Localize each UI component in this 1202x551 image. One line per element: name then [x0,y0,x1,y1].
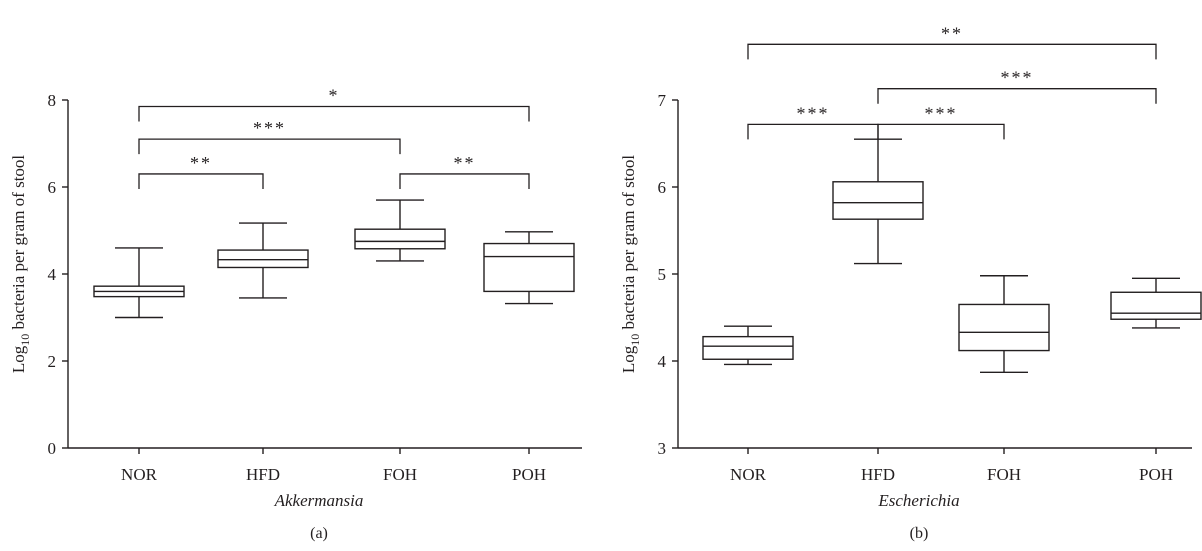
bracket-line [138,105,530,122]
significance-bracket: ** [138,153,264,189]
y-tick-label: 5 [658,265,667,284]
x-tick-label: POH [1139,465,1173,484]
significance-label: * [329,86,340,106]
significance-label: *** [253,118,286,138]
box-iqr [483,242,575,293]
significance-label: *** [925,103,958,123]
y-axis-title-sub: 10 [18,334,32,346]
x-tick-label: FOH [383,465,417,484]
y-tick-label: 4 [658,352,667,371]
y-axis-title-log: Log [619,345,638,373]
box-foh [354,199,446,262]
bracket-line [877,123,1005,140]
x-tick-label: NOR [730,465,767,484]
x-tick-label: HFD [861,465,895,484]
significance-label: *** [1001,68,1034,88]
box-iqr [354,228,446,250]
panel-b: 3 4 5 6 7 NOR HFD FOH POH Escherichia (b) Log10 bac… [619,23,1202,542]
significance-bracket: *** [877,68,1157,104]
x-axis-title: Escherichia [877,491,959,510]
y-tick-label: 7 [658,91,667,110]
significance-bracket: ** [747,23,1157,60]
box-iqr [958,303,1050,352]
box-iqr [1110,291,1202,320]
x-axis-title: Akkermansia [274,491,364,510]
bracket-line [747,123,879,140]
y-axis-title: Log10 bacteria per gram of stool [619,155,642,374]
box-poh [1110,277,1202,329]
panel-label: (a) [310,525,328,542]
panel-label: (b) [910,525,929,542]
y-axis-title-sub: 10 [628,334,642,346]
significance-bracket: * [138,86,530,122]
y-tick-label: 6 [658,178,667,197]
y-tick-label: 2 [48,352,57,371]
y-tick-label: 4 [48,265,57,284]
y-axis-title-rest: bacteria per gram of stool [9,155,28,334]
box-foh [958,275,1050,374]
bracket-line [747,43,1157,60]
significance-bracket: ** [399,153,530,189]
panel-a: 0 2 4 6 8 NOR HFD FOH POH Akkermansia (a) Log10 bac… [9,86,582,542]
significance-label: ** [190,153,212,173]
y-axis-title-rest: bacteria per gram of stool [619,155,638,334]
box-hfd [217,222,309,299]
box-nor [702,325,794,366]
bracket-line [138,173,264,189]
significance-label: *** [797,103,830,123]
box-iqr [702,335,794,360]
box-nor [93,247,185,319]
significance-label: ** [454,153,476,173]
significance-bracket: *** [138,118,401,155]
bracket-line [138,138,401,155]
significance-label: ** [941,23,963,43]
y-tick-label: 6 [48,178,57,197]
box-poh [483,231,575,305]
significance-bracket: *** [747,103,879,140]
box-hfd [832,138,924,265]
y-tick-label: 0 [48,439,57,458]
x-tick-label: NOR [121,465,158,484]
y-axis-title-log: Log [9,345,28,373]
box-iqr [832,181,924,220]
x-tick-label: HFD [246,465,280,484]
y-tick-label: 3 [658,439,667,458]
bracket-line [399,173,530,189]
x-tick-label: POH [512,465,546,484]
bracket-line [877,88,1157,104]
y-axis-title: Log10 bacteria per gram of stool [9,155,32,374]
significance-bracket: *** [877,103,1005,140]
y-tick-label: 8 [48,91,57,110]
box-iqr [217,249,309,269]
x-tick-label: FOH [987,465,1021,484]
